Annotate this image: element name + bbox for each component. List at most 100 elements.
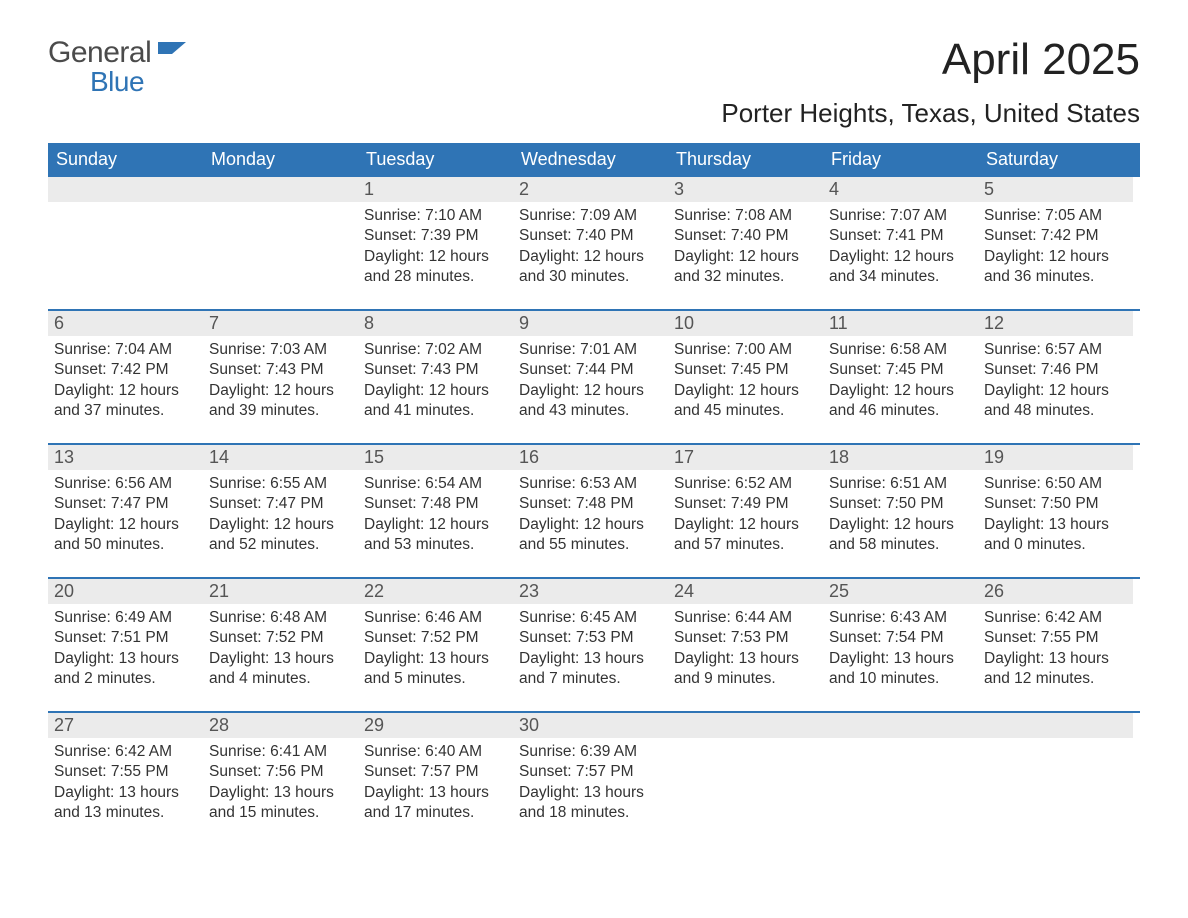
day-body: Sunrise: 6:49 AMSunset: 7:51 PMDaylight:… [48, 604, 203, 704]
daylight-text: Daylight: 12 hours and 45 minutes. [674, 381, 817, 422]
daylight-text: Daylight: 13 hours and 5 minutes. [364, 649, 507, 690]
day-body: Sunrise: 6:52 AMSunset: 7:49 PMDaylight:… [668, 470, 823, 570]
daylight-text: Daylight: 13 hours and 0 minutes. [984, 515, 1127, 556]
day-cell: 5Sunrise: 7:05 AMSunset: 7:42 PMDaylight… [978, 177, 1133, 309]
day-body: Sunrise: 7:01 AMSunset: 7:44 PMDaylight:… [513, 336, 668, 436]
sunset-text: Sunset: 7:48 PM [364, 494, 507, 514]
day-number: 21 [203, 579, 358, 604]
day-body: Sunrise: 6:42 AMSunset: 7:55 PMDaylight:… [978, 604, 1133, 704]
sunset-text: Sunset: 7:47 PM [54, 494, 197, 514]
day-number: 9 [513, 311, 668, 336]
day-cell [823, 713, 978, 845]
sunrise-text: Sunrise: 6:40 AM [364, 742, 507, 762]
day-number: 27 [48, 713, 203, 738]
sunrise-text: Sunrise: 6:56 AM [54, 474, 197, 494]
daylight-text: Daylight: 13 hours and 9 minutes. [674, 649, 817, 690]
day-body: Sunrise: 6:48 AMSunset: 7:52 PMDaylight:… [203, 604, 358, 704]
weeks-container: 1Sunrise: 7:10 AMSunset: 7:39 PMDaylight… [48, 177, 1140, 845]
day-cell: 3Sunrise: 7:08 AMSunset: 7:40 PMDaylight… [668, 177, 823, 309]
day-cell: 12Sunrise: 6:57 AMSunset: 7:46 PMDayligh… [978, 311, 1133, 443]
day-body: Sunrise: 6:57 AMSunset: 7:46 PMDaylight:… [978, 336, 1133, 436]
day-number [978, 713, 1133, 738]
daylight-text: Daylight: 12 hours and 39 minutes. [209, 381, 352, 422]
daylight-text: Daylight: 12 hours and 41 minutes. [364, 381, 507, 422]
sunrise-text: Sunrise: 6:55 AM [209, 474, 352, 494]
day-number: 10 [668, 311, 823, 336]
day-cell: 16Sunrise: 6:53 AMSunset: 7:48 PMDayligh… [513, 445, 668, 577]
sunset-text: Sunset: 7:52 PM [364, 628, 507, 648]
sunset-text: Sunset: 7:48 PM [519, 494, 662, 514]
day-number: 17 [668, 445, 823, 470]
day-number: 13 [48, 445, 203, 470]
location-text: Porter Heights, Texas, United States [721, 98, 1140, 129]
day-body: Sunrise: 6:40 AMSunset: 7:57 PMDaylight:… [358, 738, 513, 838]
sunrise-text: Sunrise: 6:49 AM [54, 608, 197, 628]
sunset-text: Sunset: 7:53 PM [674, 628, 817, 648]
day-number: 19 [978, 445, 1133, 470]
day-body: Sunrise: 7:09 AMSunset: 7:40 PMDaylight:… [513, 202, 668, 302]
day-body: Sunrise: 7:05 AMSunset: 7:42 PMDaylight:… [978, 202, 1133, 302]
day-cell: 2Sunrise: 7:09 AMSunset: 7:40 PMDaylight… [513, 177, 668, 309]
day-number: 20 [48, 579, 203, 604]
day-number: 8 [358, 311, 513, 336]
daylight-text: Daylight: 13 hours and 10 minutes. [829, 649, 972, 690]
daylight-text: Daylight: 12 hours and 55 minutes. [519, 515, 662, 556]
daylight-text: Daylight: 12 hours and 34 minutes. [829, 247, 972, 288]
sunrise-text: Sunrise: 7:00 AM [674, 340, 817, 360]
sunset-text: Sunset: 7:49 PM [674, 494, 817, 514]
sunset-text: Sunset: 7:44 PM [519, 360, 662, 380]
sunset-text: Sunset: 7:39 PM [364, 226, 507, 246]
day-body: Sunrise: 6:56 AMSunset: 7:47 PMDaylight:… [48, 470, 203, 570]
sunset-text: Sunset: 7:50 PM [829, 494, 972, 514]
day-cell [203, 177, 358, 309]
day-body: Sunrise: 6:39 AMSunset: 7:57 PMDaylight:… [513, 738, 668, 838]
page-title: April 2025 [721, 38, 1140, 82]
logo: General Blue [48, 38, 186, 96]
day-cell: 23Sunrise: 6:45 AMSunset: 7:53 PMDayligh… [513, 579, 668, 711]
day-number: 6 [48, 311, 203, 336]
logo-word-general: General [48, 36, 151, 69]
sunrise-text: Sunrise: 6:58 AM [829, 340, 972, 360]
day-number: 2 [513, 177, 668, 202]
title-block: April 2025 Porter Heights, Texas, United… [721, 38, 1140, 129]
day-number: 29 [358, 713, 513, 738]
day-cell: 17Sunrise: 6:52 AMSunset: 7:49 PMDayligh… [668, 445, 823, 577]
daylight-text: Daylight: 12 hours and 36 minutes. [984, 247, 1127, 288]
day-number: 14 [203, 445, 358, 470]
daylight-text: Daylight: 13 hours and 7 minutes. [519, 649, 662, 690]
day-cell: 6Sunrise: 7:04 AMSunset: 7:42 PMDaylight… [48, 311, 203, 443]
weekday-header: Monday [203, 143, 358, 177]
sunset-text: Sunset: 7:45 PM [829, 360, 972, 380]
sunset-text: Sunset: 7:43 PM [364, 360, 507, 380]
day-body: Sunrise: 7:04 AMSunset: 7:42 PMDaylight:… [48, 336, 203, 436]
sunset-text: Sunset: 7:51 PM [54, 628, 197, 648]
day-cell: 20Sunrise: 6:49 AMSunset: 7:51 PMDayligh… [48, 579, 203, 711]
sunrise-text: Sunrise: 6:43 AM [829, 608, 972, 628]
day-number: 1 [358, 177, 513, 202]
day-number: 15 [358, 445, 513, 470]
day-cell: 24Sunrise: 6:44 AMSunset: 7:53 PMDayligh… [668, 579, 823, 711]
day-number [48, 177, 203, 202]
daylight-text: Daylight: 13 hours and 13 minutes. [54, 783, 197, 824]
sunrise-text: Sunrise: 6:54 AM [364, 474, 507, 494]
week-row: 13Sunrise: 6:56 AMSunset: 7:47 PMDayligh… [48, 443, 1140, 577]
day-body: Sunrise: 6:43 AMSunset: 7:54 PMDaylight:… [823, 604, 978, 704]
daylight-text: Daylight: 12 hours and 32 minutes. [674, 247, 817, 288]
day-cell: 10Sunrise: 7:00 AMSunset: 7:45 PMDayligh… [668, 311, 823, 443]
sunrise-text: Sunrise: 6:50 AM [984, 474, 1127, 494]
sunrise-text: Sunrise: 7:05 AM [984, 206, 1127, 226]
day-cell: 7Sunrise: 7:03 AMSunset: 7:43 PMDaylight… [203, 311, 358, 443]
sunrise-text: Sunrise: 6:46 AM [364, 608, 507, 628]
weekday-header: Wednesday [513, 143, 668, 177]
day-body: Sunrise: 7:08 AMSunset: 7:40 PMDaylight:… [668, 202, 823, 302]
daylight-text: Daylight: 12 hours and 28 minutes. [364, 247, 507, 288]
day-cell: 27Sunrise: 6:42 AMSunset: 7:55 PMDayligh… [48, 713, 203, 845]
week-row: 6Sunrise: 7:04 AMSunset: 7:42 PMDaylight… [48, 309, 1140, 443]
day-cell [48, 177, 203, 309]
day-number: 22 [358, 579, 513, 604]
sunset-text: Sunset: 7:53 PM [519, 628, 662, 648]
week-row: 1Sunrise: 7:10 AMSunset: 7:39 PMDaylight… [48, 177, 1140, 309]
sunset-text: Sunset: 7:55 PM [54, 762, 197, 782]
day-body: Sunrise: 7:00 AMSunset: 7:45 PMDaylight:… [668, 336, 823, 436]
sunset-text: Sunset: 7:54 PM [829, 628, 972, 648]
